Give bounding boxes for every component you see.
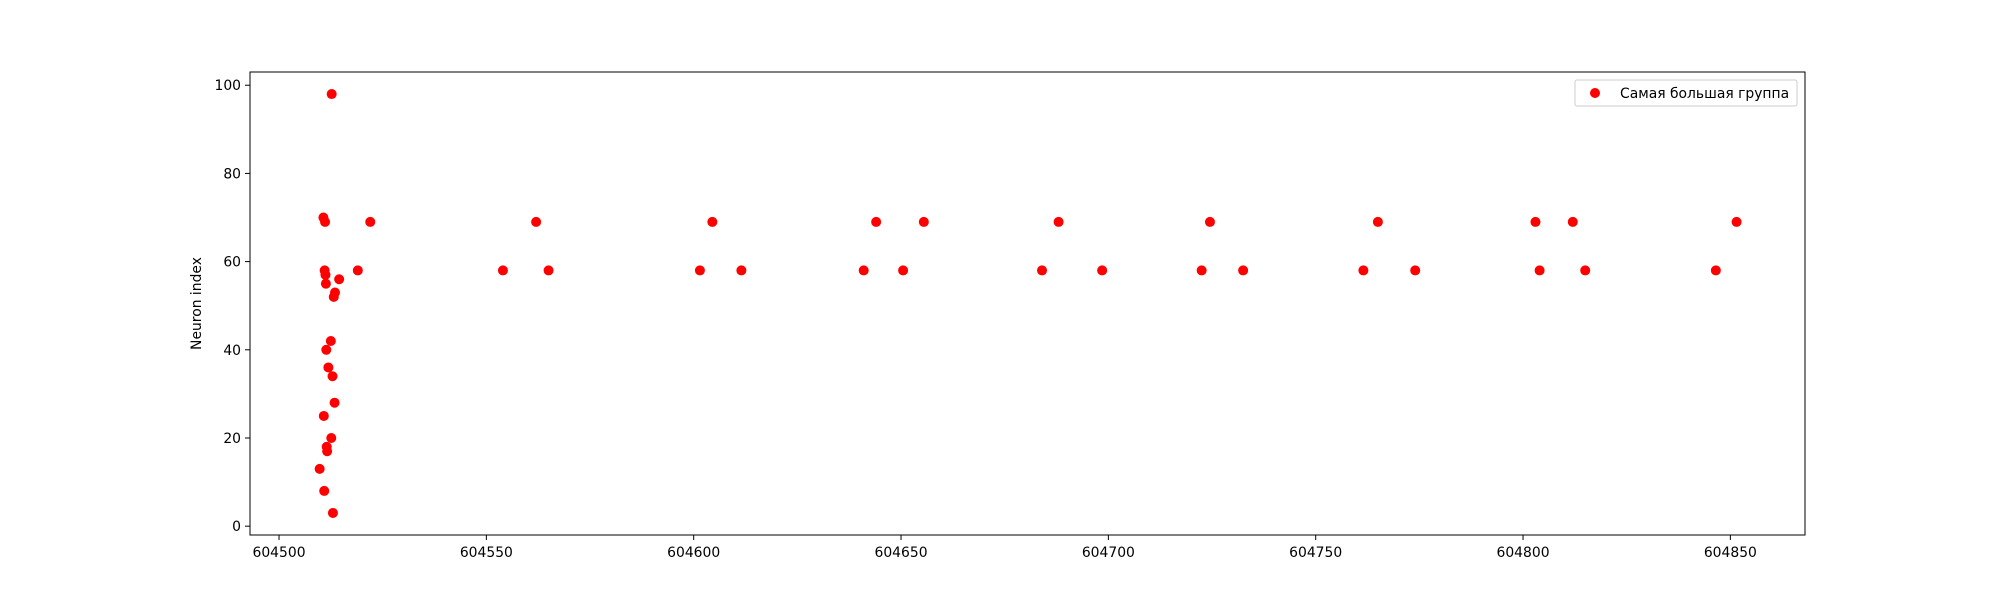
x-tick-label: 604700 — [1082, 545, 1135, 561]
x-tick-label: 604500 — [253, 545, 306, 561]
x-tick-label: 604550 — [460, 545, 513, 561]
data-point — [326, 89, 337, 100]
data-point — [319, 485, 330, 496]
x-tick-label: 604650 — [875, 545, 928, 561]
y-tick-label: 80 — [223, 166, 241, 182]
legend-box — [1574, 79, 1798, 107]
data-point — [365, 216, 376, 227]
data-point — [1410, 265, 1421, 276]
data-point — [1097, 265, 1108, 276]
data-point — [325, 335, 336, 346]
data-point — [707, 216, 718, 227]
data-point — [871, 216, 882, 227]
data-point — [1204, 216, 1215, 227]
data-point — [334, 274, 345, 285]
data-point — [1534, 265, 1545, 276]
data-point — [1731, 216, 1742, 227]
y-tick-label: 20 — [223, 431, 241, 447]
data-point — [1238, 265, 1249, 276]
legend-marker — [1590, 88, 1600, 98]
data-point — [1053, 216, 1064, 227]
data-point — [531, 216, 542, 227]
data-point — [327, 371, 338, 382]
x-axis: 604500 604550 604600 604650 604700 604750 6048… — [253, 535, 1757, 561]
data-point — [497, 265, 508, 276]
data-point — [321, 344, 332, 355]
data-point — [323, 362, 334, 373]
data-point — [858, 265, 869, 276]
data-point — [694, 265, 705, 276]
legend-label: Самая большая группа — [1620, 86, 1789, 102]
data-point — [330, 287, 341, 298]
data-point — [736, 265, 747, 276]
plot-frame — [249, 71, 1806, 536]
data-point — [314, 463, 325, 474]
plot-area — [249, 71, 1806, 536]
x-tick-label: 604850 — [1704, 545, 1757, 561]
data-point — [322, 446, 333, 457]
data-point — [320, 269, 331, 280]
legend: Самая большая группа — [1574, 79, 1798, 107]
data-point — [352, 265, 363, 276]
data-point — [1358, 265, 1369, 276]
y-tick-label: 40 — [223, 343, 241, 359]
y-tick-label: 60 — [223, 255, 241, 271]
data-point — [318, 410, 329, 421]
y-axis-label: Neuron index — [189, 257, 205, 350]
data-point — [320, 216, 331, 227]
data-point — [918, 216, 929, 227]
y-axis: 0 20 40 60 80 100 — [214, 78, 250, 535]
data-point — [1530, 216, 1541, 227]
data-point — [898, 265, 909, 276]
y-tick-label: 0 — [232, 519, 241, 535]
x-tick-label: 604800 — [1497, 545, 1550, 561]
data-point — [326, 432, 337, 443]
data-point — [1580, 265, 1591, 276]
data-point — [320, 278, 331, 289]
x-tick-label: 604600 — [667, 545, 720, 561]
data-point — [1196, 265, 1207, 276]
data-point — [543, 265, 554, 276]
data-point — [1037, 265, 1048, 276]
data-point — [327, 507, 338, 518]
data-point — [1710, 265, 1721, 276]
data-point — [1567, 216, 1578, 227]
data-points — [314, 89, 1742, 518]
data-point — [1372, 216, 1383, 227]
data-point — [329, 397, 340, 408]
y-tick-label: 100 — [214, 78, 241, 94]
x-tick-label: 604750 — [1289, 545, 1342, 561]
